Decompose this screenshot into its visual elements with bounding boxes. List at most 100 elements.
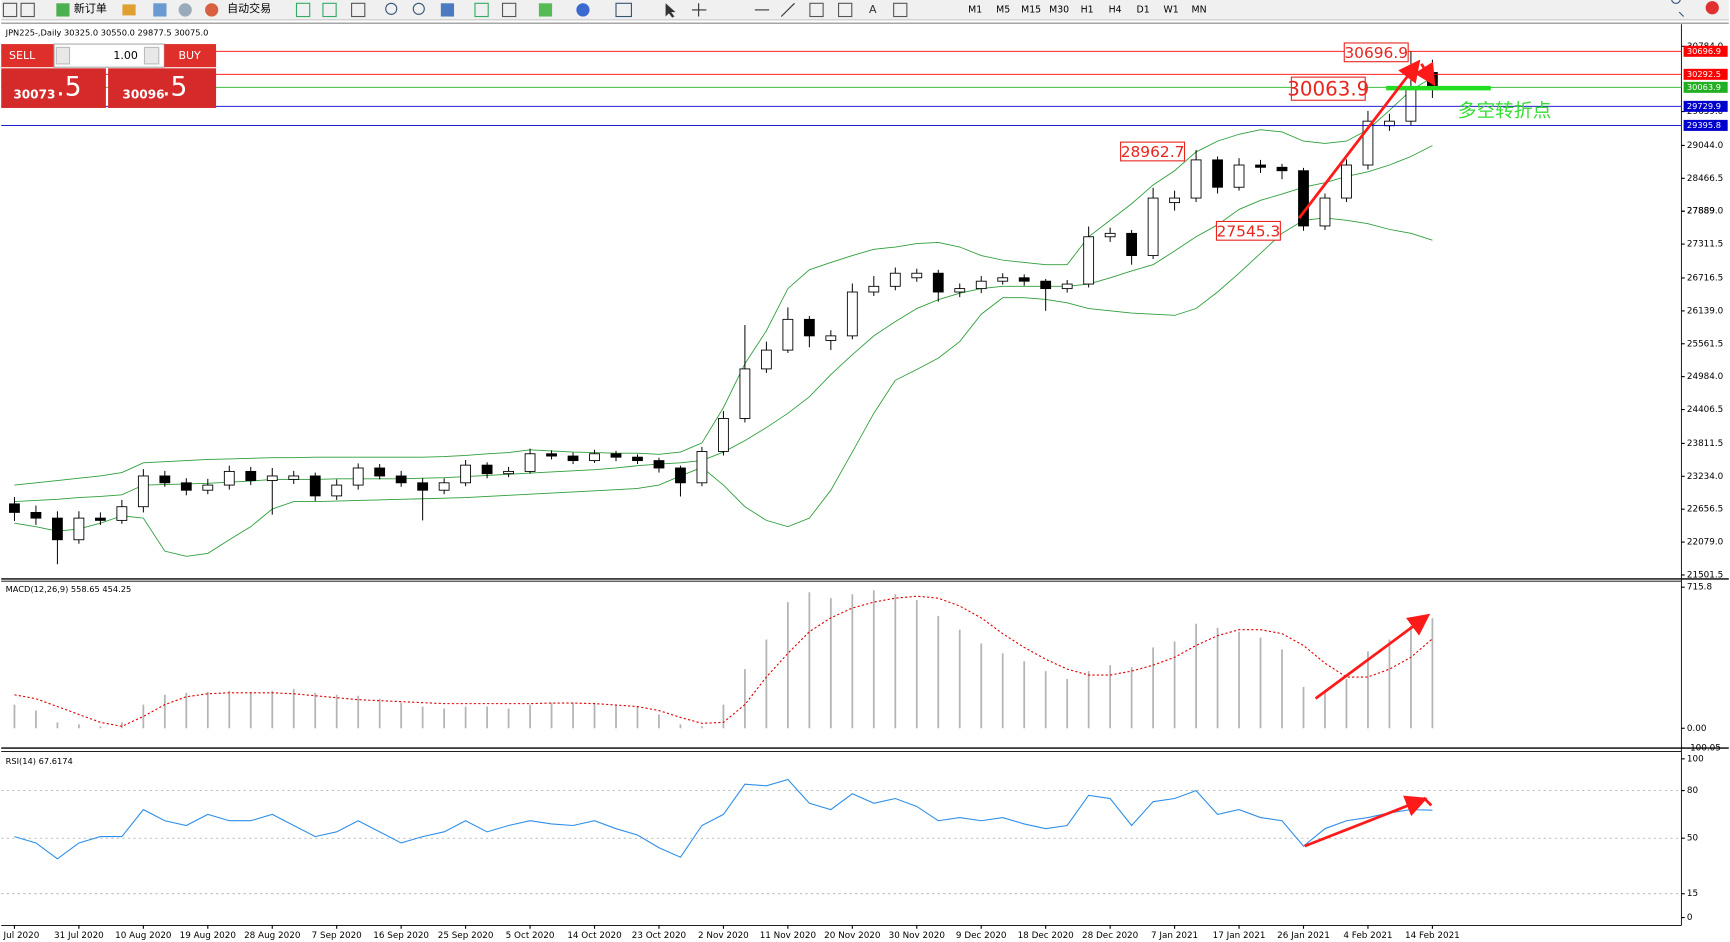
y-tick-label: 29639.0 <box>1687 107 1724 117</box>
y-tick-label: 715.8 <box>1687 583 1712 593</box>
buy-label[interactable]: BUY <box>178 49 201 62</box>
x-tick-label: 19 Aug 2020 <box>180 931 237 941</box>
volume-value[interactable]: 1.00 <box>113 49 137 62</box>
candle-body <box>245 470 257 481</box>
y-tick-label: 0 <box>1687 913 1693 923</box>
candle-body <box>94 517 106 521</box>
candle-body <box>137 475 149 508</box>
x-tick-label: 5 Oct 2020 <box>506 931 555 941</box>
sell-button[interactable] <box>1 44 55 68</box>
y-tick-label: 23811.5 <box>1687 439 1723 449</box>
annotation: 30696.9 <box>1344 44 1408 62</box>
volume-down[interactable] <box>55 46 71 65</box>
timeframe-button[interactable]: W1 <box>1163 4 1178 15</box>
timeframe-button[interactable]: M1 <box>968 4 982 15</box>
timeframe-button[interactable]: MN <box>1192 4 1207 15</box>
candle-body <box>975 280 987 290</box>
annotation: 30063.9 <box>1287 77 1369 100</box>
chart-area <box>1 24 1729 942</box>
y-tick-label: 26716.5 <box>1687 273 1723 283</box>
y-tick-label: 29044.0 <box>1687 141 1724 151</box>
candle-body <box>1276 166 1288 172</box>
candle-body <box>760 349 772 370</box>
candle-body <box>266 475 278 481</box>
plot-layer: JPN225-,Daily 30325.0 30550.0 29877.5 30… <box>0 28 1728 941</box>
candle-body <box>1061 283 1073 290</box>
sell-label[interactable]: SELL <box>9 49 36 62</box>
x-tick-label: 26 Jan 2021 <box>1277 931 1330 941</box>
x-tick-label: 10 Aug 2020 <box>115 931 172 941</box>
candle-body <box>675 467 686 484</box>
candle-body <box>30 511 42 519</box>
x-tick-label: 23 Oct 2020 <box>632 931 687 941</box>
y-tick-label: 0.00 <box>1687 724 1707 734</box>
candle-body <box>309 475 321 497</box>
candle-body <box>1212 159 1223 188</box>
y-tick-label: 25561.5 <box>1687 339 1723 349</box>
timeframe-button[interactable]: H4 <box>1109 4 1122 15</box>
candle-body <box>739 368 751 419</box>
candle-body <box>1298 170 1309 227</box>
x-tick-label: 7 Jan 2021 <box>1151 931 1198 941</box>
y-tick-label: 27311.5 <box>1687 240 1723 250</box>
candle-body <box>632 456 643 462</box>
timeframe-button[interactable]: H1 <box>1081 4 1094 15</box>
annotation-box <box>1120 141 1186 162</box>
timeframe-button[interactable]: M5 <box>996 4 1010 15</box>
price-line-label: 30292.5 <box>1687 69 1721 79</box>
x-tick-label: 22 Jul 2020 <box>0 931 40 941</box>
candle-body <box>718 418 729 452</box>
x-tick-label: 17 Jan 2021 <box>1213 931 1266 941</box>
candle-body <box>1040 280 1052 290</box>
y-tick-label: 22656.5 <box>1687 505 1723 515</box>
y-tick-label: 50 <box>1687 834 1699 844</box>
candle-body <box>202 484 214 491</box>
y-tick-label: 26139.0 <box>1687 306 1724 316</box>
candle-body <box>567 455 579 462</box>
candle-body <box>1147 197 1159 257</box>
annotation: 28962.7 <box>1121 143 1185 161</box>
buy-button[interactable] <box>164 44 217 68</box>
candle-body <box>868 285 880 293</box>
y-tick-label: 23234.0 <box>1687 472 1724 482</box>
x-tick-label: 30 Nov 2020 <box>889 931 946 941</box>
candle-body <box>1255 164 1266 168</box>
y-tick-label: 24406.5 <box>1687 405 1723 415</box>
timeframe-button[interactable]: M30 <box>1049 4 1069 15</box>
volume-up[interactable] <box>143 46 160 65</box>
candle-body <box>889 272 901 287</box>
sell-price-box[interactable] <box>1 68 106 108</box>
candle-body <box>589 453 600 462</box>
timeframe-button[interactable]: D1 <box>1136 4 1149 15</box>
candle-body <box>825 335 837 341</box>
macd-signal <box>14 595 1433 727</box>
x-tick-label: 9 Dec 2020 <box>956 931 1007 941</box>
candle-body <box>1190 159 1202 199</box>
auto-trading-button[interactable]: 自动交易 <box>227 1 271 15</box>
candle-body <box>331 484 343 497</box>
candle-body <box>1104 232 1116 238</box>
candle-body <box>997 277 1009 282</box>
x-tick-label: 2 Nov 2020 <box>698 931 749 941</box>
y-tick-label: 22079.0 <box>1687 538 1724 548</box>
timeframe-button[interactable]: M15 <box>1021 4 1041 15</box>
annotation-box <box>1215 220 1281 241</box>
candle-body <box>73 517 85 541</box>
buy-price-fraction: .5 <box>162 72 187 103</box>
candle-body <box>116 506 128 521</box>
annotation-box <box>1290 76 1366 101</box>
candle-body <box>546 453 557 457</box>
x-tick-label: 20 Nov 2020 <box>824 931 881 941</box>
x-tick-label: 4 Feb 2021 <box>1343 931 1392 941</box>
new-order-button[interactable]: 新订单 <box>74 1 107 15</box>
sell-price-fraction: .5 <box>56 72 81 103</box>
y-tick-label: 80 <box>1687 786 1699 796</box>
candle-body <box>481 464 493 475</box>
toolbar <box>1 0 1729 20</box>
candle-body <box>911 272 923 279</box>
buy-price-box[interactable] <box>108 68 217 108</box>
candle-body <box>460 464 472 484</box>
price-line-label: 29729.9 <box>1687 101 1721 111</box>
